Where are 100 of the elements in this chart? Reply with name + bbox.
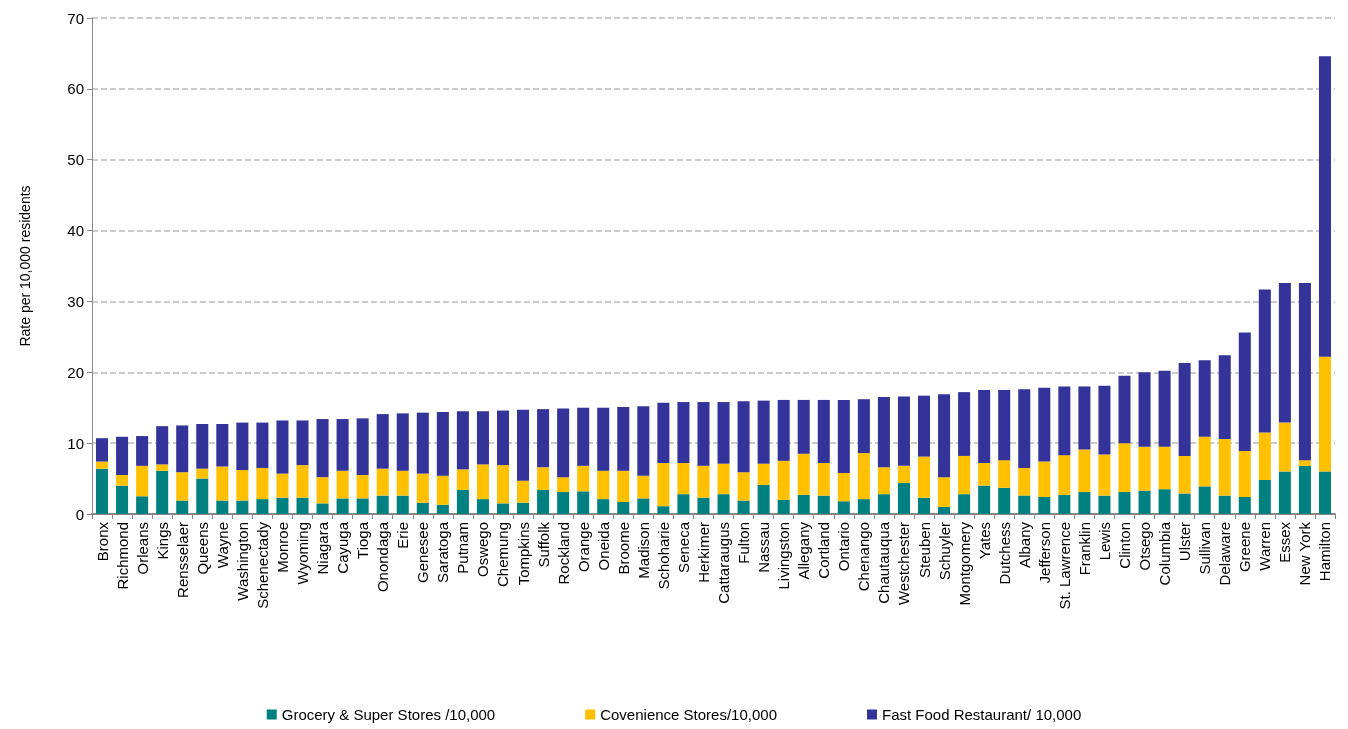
x-tick-label: Oneida <box>594 521 612 571</box>
x-tick-label: Chenango <box>855 522 873 592</box>
bar <box>496 465 510 504</box>
x-tick-label: Jefferson <box>1035 522 1053 584</box>
x-tick-label: Onondaga <box>374 521 392 593</box>
bar <box>1258 289 1271 433</box>
bar <box>1318 56 1331 357</box>
bar <box>1098 495 1111 514</box>
bar <box>116 436 129 476</box>
bar <box>376 495 389 514</box>
bar <box>1318 471 1331 514</box>
bar <box>416 412 429 474</box>
x-tick-label: Delaware <box>1216 522 1234 586</box>
x-tick-label: Chemung <box>494 522 512 588</box>
bar <box>156 464 169 471</box>
bar <box>1038 387 1051 462</box>
bar <box>496 410 510 466</box>
bar <box>136 465 149 497</box>
bar <box>1298 465 1311 514</box>
bar <box>817 462 830 496</box>
bar <box>1278 422 1291 472</box>
bar <box>697 402 710 466</box>
bar <box>396 495 409 514</box>
bar <box>857 499 870 514</box>
bar <box>336 498 349 514</box>
bar <box>517 409 530 481</box>
bar <box>1178 493 1191 514</box>
x-tick-label: Tioga <box>354 521 372 559</box>
bar <box>1058 386 1071 456</box>
bar <box>1278 283 1291 423</box>
bar <box>476 499 489 514</box>
bar <box>336 470 349 499</box>
x-tick-label: Monroe <box>273 522 291 573</box>
y-tick-label: 70 <box>67 9 84 27</box>
bar <box>717 494 730 514</box>
x-tick-label: Ontario <box>835 522 853 572</box>
bar <box>276 473 289 498</box>
bar <box>717 402 730 464</box>
bar <box>877 494 890 514</box>
bar <box>617 501 630 514</box>
bar <box>1078 386 1091 450</box>
bar <box>617 470 630 502</box>
bar <box>837 501 850 514</box>
y-tick-label: 40 <box>67 222 84 240</box>
bar <box>637 406 650 476</box>
bar <box>356 475 369 499</box>
bar <box>1118 375 1131 444</box>
x-tick-label: Herkimer <box>694 522 712 583</box>
bar <box>296 465 309 498</box>
bar <box>1198 436 1211 487</box>
bar <box>938 477 951 507</box>
x-tick-label: Montgomery <box>955 521 973 606</box>
x-tick-label: Putnam <box>454 522 472 574</box>
bar <box>476 411 489 465</box>
bar <box>1198 360 1211 437</box>
bar <box>737 401 750 473</box>
bar <box>597 407 610 471</box>
bar <box>436 504 449 514</box>
bar <box>436 475 449 505</box>
bar <box>938 506 951 514</box>
bar <box>1278 471 1291 514</box>
bar <box>236 470 249 501</box>
bar <box>557 408 570 478</box>
x-tick-label: Madison <box>634 522 652 579</box>
x-tick-label: Cayuga <box>334 521 352 574</box>
bar <box>637 498 650 514</box>
bar <box>697 497 710 514</box>
bar <box>236 422 249 471</box>
x-tick-label: Dutchess <box>995 522 1013 585</box>
bar <box>817 399 830 463</box>
x-tick-label: Columbia <box>1156 521 1174 586</box>
x-tick-label: Allegany <box>795 521 813 580</box>
x-tick-label: Fulton <box>735 522 753 564</box>
bar <box>136 436 149 466</box>
bar <box>837 472 850 502</box>
bar <box>176 472 189 501</box>
bar <box>517 502 530 514</box>
x-tick-label: St. Lawrence <box>1055 522 1073 610</box>
bar <box>456 411 469 470</box>
bar <box>1098 385 1111 455</box>
bar <box>1018 495 1031 514</box>
bar <box>1218 495 1231 514</box>
bar <box>857 453 870 500</box>
bar <box>537 467 550 490</box>
bar <box>1298 460 1311 466</box>
bar <box>677 494 690 514</box>
bar <box>777 499 790 514</box>
x-tick-label: Kings <box>153 522 171 560</box>
bar <box>1178 363 1191 456</box>
bar <box>1058 494 1071 514</box>
x-tick-label: Seneca <box>674 521 692 573</box>
bar <box>156 426 169 465</box>
x-tick-label: Franklin <box>1075 522 1093 576</box>
x-tick-label: Cattaraugus <box>715 522 733 604</box>
bar <box>1258 432 1271 480</box>
x-tick-label: Schoharie <box>654 522 672 590</box>
x-tick-label: Ulster <box>1176 522 1194 562</box>
bar <box>1098 454 1111 496</box>
bar <box>1298 283 1311 461</box>
x-tick-label: Niagara <box>314 521 332 575</box>
